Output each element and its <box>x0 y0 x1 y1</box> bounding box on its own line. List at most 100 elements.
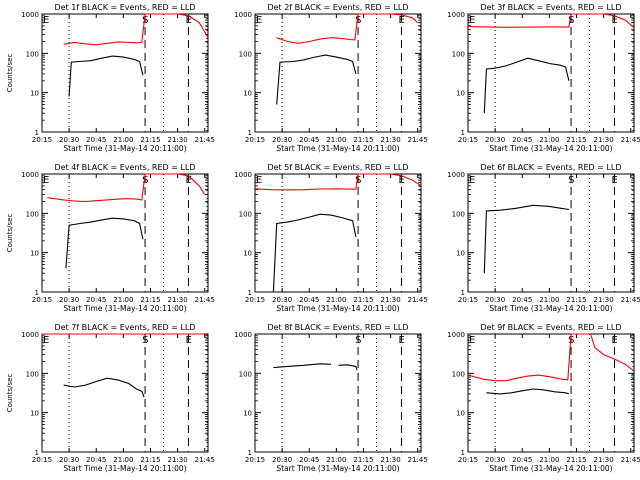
x-tick-label: 20:15 <box>245 296 265 304</box>
panel-det-1: Det 1f BLACK = Events, RED = LLD E S E 20:15… <box>6 3 215 153</box>
x-tick-label: 20:30 <box>485 136 505 144</box>
panel-title: Det 5f BLACK = Events, RED = LLD <box>267 163 408 172</box>
x-tick-label: 21:00 <box>326 136 346 144</box>
series-lld-line <box>63 13 209 46</box>
marker-s: S <box>142 335 148 346</box>
x-tick-label: 21:45 <box>195 456 215 464</box>
y-tick-label: 1 <box>35 449 39 457</box>
y-axis-label: Counts/sec <box>6 214 14 253</box>
y-tick-label: 1 <box>35 129 39 137</box>
x-tick-label: 21:15 <box>566 136 586 144</box>
series-lld-line <box>47 173 206 203</box>
x-tick-label: 20:30 <box>272 136 292 144</box>
y-tick-label: 10 <box>456 410 465 418</box>
marker-e-right: E <box>398 175 404 186</box>
marker-e-right: E <box>398 15 404 26</box>
series-lld-line <box>467 13 635 29</box>
plot-frame <box>467 173 635 293</box>
marker-s: S <box>355 15 361 26</box>
marker-s: S <box>142 175 148 186</box>
marker-e-left: E <box>43 15 49 26</box>
y-tick-label: 1000 <box>234 171 252 179</box>
marker-e-left: E <box>43 335 49 346</box>
series-events-line <box>483 57 570 114</box>
marker-e-right: E <box>611 175 617 186</box>
x-tick-label: 21:45 <box>408 136 428 144</box>
x-tick-label: 20:15 <box>245 456 265 464</box>
x-axis-label: Start Time (31-May-14 20:11:00) <box>63 464 186 473</box>
x-tick-label: 21:45 <box>408 456 428 464</box>
x-tick-label: 21:15 <box>140 456 160 464</box>
y-tick-label: 100 <box>26 370 39 378</box>
y-tick-label: 100 <box>26 50 39 58</box>
panel-det-8: Det 8f BLACK = Events, RED = LLD S E 20:15 2… <box>234 323 428 473</box>
x-tick-label: 21:45 <box>621 296 640 304</box>
y-axis-label: Counts/sec <box>6 374 14 413</box>
x-tick-label: 21:45 <box>408 296 428 304</box>
y-tick-label: 1 <box>248 289 252 297</box>
y-tick-label: 100 <box>26 210 39 218</box>
x-axis-label: Start Time (31-May-14 20:11:00) <box>276 464 399 473</box>
marker-e-right: E <box>611 15 617 26</box>
y-tick-label: 100 <box>239 370 252 378</box>
x-tick-label: 21:30 <box>594 136 614 144</box>
y-tick-label: 10 <box>456 90 465 98</box>
y-axis-label: Counts/sec <box>6 54 14 93</box>
panel-title: Det 2f BLACK = Events, RED = LLD <box>267 3 408 12</box>
y-tick-label: 1 <box>461 129 465 137</box>
x-tick-label: 21:30 <box>594 456 614 464</box>
y-tick-label: 100 <box>239 50 252 58</box>
marker-e-left: E <box>256 175 262 186</box>
y-tick-label: 1000 <box>234 11 252 19</box>
x-tick-label: 20:45 <box>86 296 106 304</box>
plot-frame <box>467 13 635 133</box>
marker-e-right: E <box>185 175 191 186</box>
marker-e-left: E <box>469 335 475 346</box>
x-axis-label: Start Time (31-May-14 20:11:00) <box>489 144 612 153</box>
x-tick-label: 20:30 <box>485 456 505 464</box>
plot-frame <box>254 13 422 133</box>
x-tick-label: 21:45 <box>195 136 215 144</box>
y-tick-label: 100 <box>452 210 465 218</box>
x-tick-label: 20:45 <box>86 136 106 144</box>
x-tick-label: 20:30 <box>59 136 79 144</box>
y-tick-label: 10 <box>456 250 465 258</box>
marker-s: S <box>355 335 361 346</box>
x-tick-label: 20:15 <box>245 136 265 144</box>
x-tick-label: 21:00 <box>113 456 133 464</box>
y-tick-label: 100 <box>452 370 465 378</box>
marker-e-right: E <box>185 15 191 26</box>
panel-det-4: Det 4f BLACK = Events, RED = LLD E S E 20:15… <box>6 163 215 313</box>
y-tick-label: 1000 <box>447 171 465 179</box>
x-tick-label: 20:15 <box>32 456 52 464</box>
x-tick-label: 21:00 <box>326 456 346 464</box>
x-axis-label: Start Time (31-May-14 20:11:00) <box>276 144 399 153</box>
panel-det-3: Det 3f BLACK = Events, RED = LLD E S E 20:15… <box>447 3 640 153</box>
y-tick-label: 1000 <box>21 171 39 179</box>
panel-det-5: Det 5f BLACK = Events, RED = LLD E S E 20:15… <box>234 163 428 313</box>
x-axis-label: Start Time (31-May-14 20:11:00) <box>489 304 612 313</box>
y-tick-label: 1 <box>461 449 465 457</box>
x-axis-label: Start Time (31-May-14 20:11:00) <box>489 464 612 473</box>
plot-frame <box>41 333 209 453</box>
y-tick-label: 10 <box>30 410 39 418</box>
x-tick-label: 21:00 <box>326 296 346 304</box>
x-tick-label: 21:45 <box>621 136 640 144</box>
x-axis-label: Start Time (31-May-14 20:11:00) <box>63 144 186 153</box>
y-tick-label: 1000 <box>447 11 465 19</box>
y-tick-label: 1000 <box>447 331 465 339</box>
x-tick-label: 21:30 <box>168 456 188 464</box>
x-tick-label: 20:30 <box>59 296 79 304</box>
series-events-line <box>273 363 331 369</box>
series-lld-line <box>254 173 422 191</box>
y-tick-label: 1000 <box>234 331 252 339</box>
panel-title: Det 7f BLACK = Events, RED = LLD <box>54 323 195 332</box>
panel-det-6: Det 6f BLACK = Events, RED = LLD E S E 20:15… <box>447 163 640 313</box>
panel-title: Det 6f BLACK = Events, RED = LLD <box>480 163 621 172</box>
marker-e-left: E <box>469 15 475 26</box>
series-events-line <box>65 217 144 269</box>
series-events-line <box>63 377 145 398</box>
marker-e-left: E <box>256 15 262 26</box>
marker-s: S <box>568 335 574 346</box>
